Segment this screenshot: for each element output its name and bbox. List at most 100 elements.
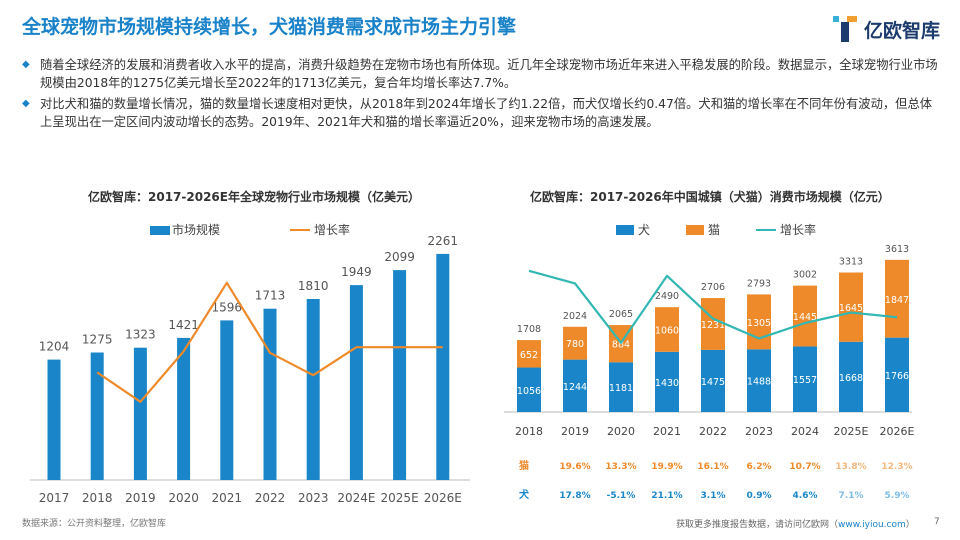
- total-value-label: 2024: [563, 311, 587, 322]
- footer-prefix: 获取更多推度报告数据，请访问亿欧网（: [676, 520, 839, 530]
- bar-value-label: 1949: [341, 265, 372, 279]
- dog-value-label: 1766: [885, 371, 909, 382]
- table-dog-rate: 3.1%: [701, 491, 726, 501]
- bar-market-size: [133, 347, 147, 480]
- cat-value-label: 780: [566, 339, 584, 350]
- bar-value-label: 1275: [82, 333, 113, 347]
- bar-value-label: 1810: [298, 279, 329, 293]
- table-dog-rate: 4.6%: [793, 491, 818, 501]
- legend-label-market-size: 市场规模: [172, 222, 220, 237]
- bar-cat: [517, 340, 541, 368]
- x-tick-label: 2023: [298, 491, 329, 505]
- bar-cat: [747, 294, 771, 350]
- cat-value-label: 884: [612, 340, 630, 351]
- x-tick-label: 2025E: [381, 491, 419, 505]
- x-tick-label: 2023: [745, 425, 773, 438]
- bar-cat: [839, 272, 863, 342]
- footer-link[interactable]: www.iyiou.com: [838, 520, 906, 530]
- x-tick-label: 2019: [561, 425, 589, 438]
- bar-dog: [839, 341, 863, 412]
- page-title: 全球宠物市场规模持续增长，犬猫消费需求成市场主力引擎: [22, 16, 517, 38]
- cat-value-label: 652: [520, 350, 538, 361]
- bar-dog: [793, 346, 817, 412]
- footer-suffix: ）: [905, 520, 915, 530]
- table-cat-rate: 19.6%: [559, 462, 590, 472]
- total-value-label: 2065: [609, 309, 633, 320]
- x-tick-label: 2022: [255, 491, 286, 505]
- left-chart-title: 亿欧智库：2017-2026E年全球宠物行业市场规模（亿美元）: [88, 190, 420, 204]
- total-value-label: 2490: [655, 291, 679, 302]
- x-tick-label: 2020: [168, 491, 199, 505]
- cat-value-label: 1231: [701, 320, 725, 331]
- table-dog-rate: 5.9%: [885, 491, 910, 501]
- legend-label-growth: 增长率: [780, 222, 816, 237]
- x-tick-label: 2018: [515, 425, 543, 438]
- x-tick-label: 2020: [607, 425, 635, 438]
- table-cat-rate: 16.1%: [697, 462, 728, 472]
- dog-value-label: 1181: [609, 383, 633, 394]
- table-dog-rate: -5.1%: [607, 491, 636, 501]
- logo-icon: [832, 16, 857, 42]
- bar-value-label: 2261: [428, 234, 459, 248]
- bar-value-label: 1421: [168, 318, 199, 332]
- cat-value-label: 1847: [885, 295, 909, 306]
- table-cat-rate: 13.3%: [605, 462, 636, 472]
- cat-value-label: 1645: [839, 303, 863, 314]
- table-dog-rate: 0.9%: [747, 491, 772, 501]
- dog-value-label: 1244: [563, 382, 587, 393]
- bar-market-size: [436, 253, 450, 480]
- footer-note: 获取更多推度报告数据，请访问亿欧网（www.iyiou.com）: [676, 517, 915, 530]
- bar-dog: [655, 351, 679, 412]
- legend-swatch-cat: [686, 225, 704, 235]
- bar-cat: [563, 326, 587, 360]
- bar-value-label: 2099: [384, 250, 415, 264]
- x-tick-label: 2019: [125, 491, 156, 505]
- bar-value-label: 1323: [125, 328, 156, 342]
- china-dog-cat-market-chart: 犬猫增长率10566521708201812447802024201911818…: [504, 222, 915, 501]
- table-cat-rate: 10.7%: [789, 462, 820, 472]
- total-value-label: 3002: [793, 270, 817, 281]
- total-value-label: 3313: [839, 257, 863, 268]
- x-tick-label: 2018: [82, 491, 113, 505]
- bar-market-size: [306, 299, 320, 480]
- diamond-bullet-icon: ◆: [22, 59, 30, 70]
- bullet-item: ◆ 随着全球经济的发展和消费者收入水平的提高，消费升级趋势在宠物市场也有所体现。…: [22, 56, 942, 92]
- summary-bullets: ◆ 随着全球经济的发展和消费者收入水平的提高，消费升级趋势在宠物市场也有所体现。…: [22, 56, 942, 134]
- x-tick-label: 2026E: [880, 425, 915, 438]
- cat-value-label: 1305: [747, 318, 771, 329]
- bar-dog: [563, 359, 587, 412]
- logo-text: 亿欧智库: [863, 19, 940, 42]
- table-dog-rate: 7.1%: [839, 491, 864, 501]
- x-tick-label: 2024: [791, 425, 819, 438]
- page-number: 7: [934, 517, 940, 527]
- x-tick-label: 2025E: [834, 425, 869, 438]
- x-tick-label: 2021: [653, 425, 681, 438]
- bar-cat: [885, 259, 909, 338]
- bar-cat: [655, 307, 679, 352]
- total-value-label: 2706: [701, 282, 725, 293]
- bar-market-size: [90, 352, 104, 480]
- table-cat-rate: 6.2%: [747, 462, 772, 472]
- bar-dog: [701, 349, 725, 412]
- total-value-label: 1708: [517, 324, 541, 335]
- bullet-item: ◆ 对比犬和猫的数量增长情况，猫的数量增长速度相对更快，从2018年到2024年…: [22, 95, 942, 131]
- legend-label-dog: 犬: [638, 223, 650, 237]
- legend-swatch-market-size: [150, 226, 170, 235]
- bullet-text: 对比犬和猫的数量增长情况，猫的数量增长速度相对更快，从2018年到2024年增长…: [40, 97, 933, 129]
- legend-label-growth: 增长率: [314, 222, 350, 237]
- bar-value-label: 1713: [255, 289, 286, 303]
- table-row-label-dog: 犬: [519, 488, 530, 501]
- dog-value-label: 1430: [655, 378, 679, 389]
- bar-market-size: [47, 359, 61, 480]
- x-tick-label: 2024E: [337, 491, 375, 505]
- bar-market-size: [177, 337, 191, 480]
- bar-dog: [609, 362, 633, 412]
- bar-market-size: [263, 308, 277, 480]
- bar-value-label: 1204: [39, 340, 70, 354]
- dog-value-label: 1668: [839, 373, 863, 384]
- right-chart-title: 亿欧智库：2017-2026年中国城镇（犬猫）消费市场规模（亿元）: [530, 190, 890, 204]
- total-value-label: 3613: [885, 244, 909, 255]
- dog-value-label: 1557: [793, 375, 817, 386]
- table-row-label-cat: 猫: [519, 459, 529, 472]
- bar-cat: [793, 285, 817, 347]
